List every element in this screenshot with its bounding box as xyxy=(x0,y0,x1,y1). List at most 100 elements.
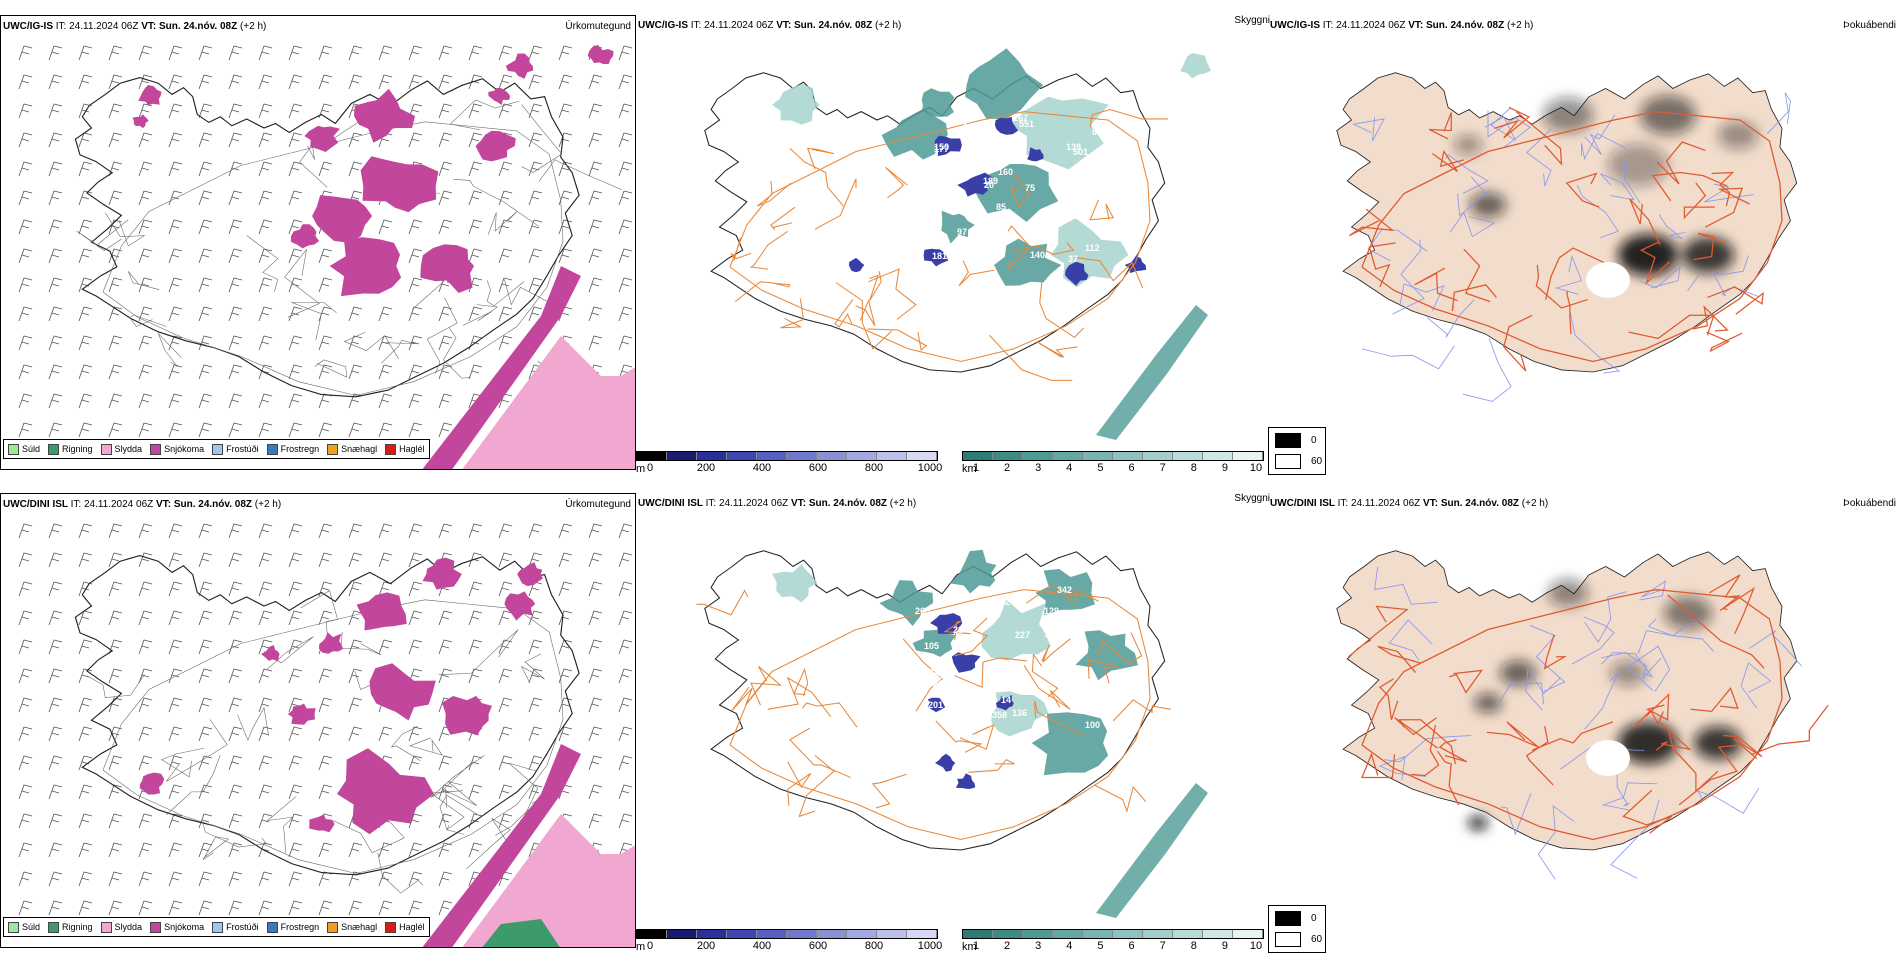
fog-key-min: 60 xyxy=(1275,454,1322,469)
wind-barb xyxy=(318,248,333,264)
wind-barb xyxy=(18,639,33,655)
ceiling-label: 13 xyxy=(1013,663,1023,673)
wind-barb xyxy=(228,190,243,206)
panel-header: UWC/DINI ISL IT: 24.11.2024 06Z VT: Sun.… xyxy=(3,499,281,510)
wind-barb xyxy=(198,335,213,351)
wind-barb xyxy=(18,871,33,887)
wind-barb xyxy=(258,697,273,713)
wind-barb xyxy=(108,813,123,829)
wind-barb xyxy=(468,45,483,61)
colorbar-segment xyxy=(1143,452,1173,460)
wind-barb xyxy=(18,581,33,597)
wind-barb xyxy=(378,306,393,322)
wind-barb xyxy=(228,813,243,829)
ceiling-label: 140 xyxy=(1030,250,1045,260)
ceiling-label: 20 xyxy=(984,180,994,190)
wind-barb xyxy=(288,74,303,90)
wind-barb xyxy=(318,161,333,177)
wind-barb xyxy=(78,74,93,90)
wind-barb xyxy=(138,668,153,684)
ceiling-label: 45 xyxy=(974,242,984,252)
wind-barb xyxy=(48,697,63,713)
colorbar-tick: 4 xyxy=(1066,462,1073,474)
ceiling-area xyxy=(935,753,956,772)
it-label: IT: xyxy=(1322,20,1337,31)
wind-barb xyxy=(408,132,423,148)
wind-barb xyxy=(468,248,483,264)
wind-barb xyxy=(558,581,573,597)
wind-barb xyxy=(168,74,183,90)
wind-barb xyxy=(168,552,183,568)
wind-barb xyxy=(18,552,33,568)
wind-barb xyxy=(408,900,423,916)
colorbar-tick: 0 xyxy=(646,940,654,952)
colorbar-tick: 200 xyxy=(696,462,716,474)
wind-barb xyxy=(618,668,633,684)
wind-barb xyxy=(48,190,63,206)
colorbar-tick: 5 xyxy=(1097,462,1104,474)
wind-barb xyxy=(228,900,243,916)
wind-barb xyxy=(18,726,33,742)
wind-barb xyxy=(438,755,453,771)
visibility-area xyxy=(772,564,818,603)
wind-barb xyxy=(498,813,513,829)
visibility-area xyxy=(1075,630,1138,681)
fog-key-max: 0 xyxy=(1275,911,1317,926)
fog-patch xyxy=(1618,234,1678,276)
wind-barb xyxy=(318,581,333,597)
wind-barb xyxy=(78,190,93,206)
colorbar-segment xyxy=(727,930,757,938)
wind-barb xyxy=(558,697,573,713)
wind-barb xyxy=(408,103,423,119)
wind-barb xyxy=(618,813,633,829)
wind-barb xyxy=(108,248,123,264)
colorbar-segment xyxy=(1083,452,1113,460)
colorbar-tick: 200 xyxy=(696,940,716,952)
ceiling-label: 24 xyxy=(1100,126,1110,136)
it-label: IT: xyxy=(705,498,719,509)
wind-barb xyxy=(168,277,183,293)
model-name: UWC/IG-IS xyxy=(638,20,691,31)
vt-label: VT: xyxy=(141,21,160,32)
wind-barb xyxy=(528,697,543,713)
wind-barb xyxy=(258,219,273,235)
wind-barb xyxy=(468,103,483,119)
wind-barb xyxy=(168,726,183,742)
wind-barb xyxy=(108,393,123,409)
wind-barb xyxy=(198,900,213,916)
ceiling-unit: m xyxy=(636,941,646,953)
ceiling-label: 167 xyxy=(1013,113,1028,123)
roads xyxy=(1347,574,1829,841)
colorbar-segment xyxy=(1233,452,1263,460)
wind-barb xyxy=(498,161,513,177)
wind-barb xyxy=(48,552,63,568)
panel-header: UWC/DINI ISL IT: 24.11.2024 06Z VT: Sun.… xyxy=(638,498,916,509)
wind-barb xyxy=(528,190,543,206)
wind-barb xyxy=(588,784,603,800)
ceiling-area xyxy=(951,652,981,673)
wind-barb xyxy=(258,74,273,90)
wind-barb xyxy=(408,871,423,887)
model-name: UWC/IG-IS xyxy=(1270,20,1323,31)
visibility-area xyxy=(981,599,1051,661)
lead-time: (+2 h) xyxy=(874,20,902,31)
colorbar-tick: 6 xyxy=(1128,462,1135,474)
wind-barb xyxy=(618,610,633,626)
ceiling-area xyxy=(996,694,1014,711)
wind-barb xyxy=(288,422,303,438)
wind-barb xyxy=(558,523,573,539)
wind-barb xyxy=(558,74,573,90)
visibility-area xyxy=(941,210,975,244)
colorbar-segment xyxy=(637,452,667,460)
vt-value: Sun. 24.nóv. 08Z xyxy=(1440,498,1522,509)
wind-barb xyxy=(378,219,393,235)
colorbar-segment xyxy=(1053,930,1083,938)
wind-barb xyxy=(168,610,183,626)
wind-barb xyxy=(168,581,183,597)
wind-barb xyxy=(78,364,93,380)
colorbar-tick: 1 xyxy=(972,940,980,952)
wind-barb xyxy=(198,277,213,293)
colorbar-segment xyxy=(847,452,877,460)
legend-label: Snæhagl xyxy=(341,922,378,932)
legend-label: Frostregn xyxy=(280,922,320,932)
